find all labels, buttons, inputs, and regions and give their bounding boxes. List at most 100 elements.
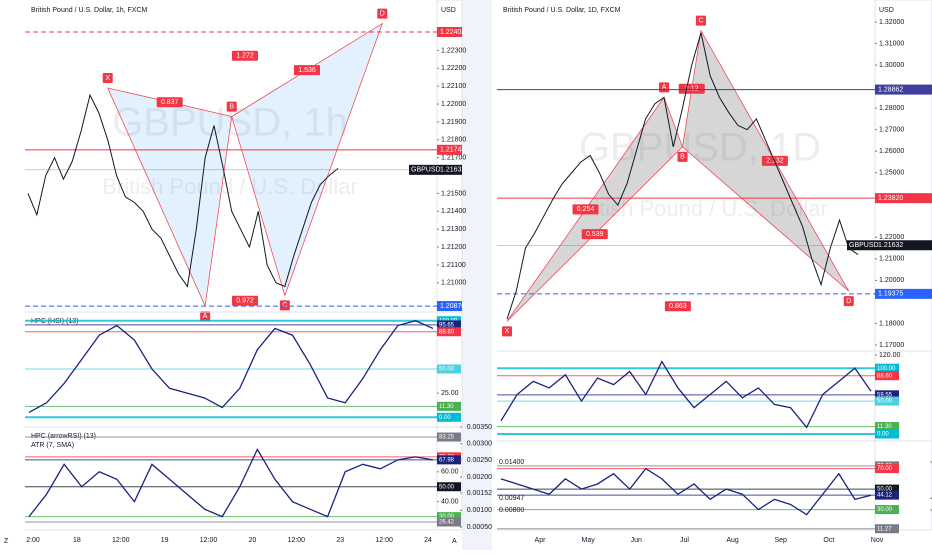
- pane-level-tag: [875, 396, 899, 406]
- ratio-tag: [664, 301, 691, 312]
- pane-level-label: 59.55: [877, 392, 893, 398]
- y2-tick-label: 0.00152: [467, 490, 492, 497]
- pane-level-tag: [875, 524, 899, 534]
- pane-level-tag: [437, 401, 461, 411]
- pattern-point-tag: [502, 326, 512, 337]
- pane-level-tag: [875, 363, 899, 373]
- pane-level-tag: [875, 505, 899, 515]
- pane-level-label: 50.00: [439, 367, 455, 373]
- y-tick-label: 1.26000: [879, 148, 904, 155]
- x-tick-label: Nov: [871, 537, 884, 544]
- axis-bg: [874, 0, 932, 531]
- y2-tick-label: 0.00800: [499, 507, 524, 514]
- pane-level-label: 11.27: [877, 526, 892, 532]
- x-tick-label: 20: [249, 537, 257, 544]
- y-tick-label: 1.32000: [879, 19, 904, 26]
- x-tick-label: 12:00: [375, 537, 393, 544]
- pattern-point-label: A: [203, 313, 208, 320]
- pane-level-tag: [437, 512, 461, 522]
- pane-level-tag: [875, 490, 899, 500]
- oscillator-line: [500, 467, 872, 516]
- pane-level-label: 30.00: [877, 507, 893, 513]
- pane-level-tag: [437, 327, 461, 337]
- x-tick-label: Jul: [680, 537, 689, 544]
- last-price: 1.21632: [440, 167, 465, 174]
- y2-tick-label: 0.01400: [499, 459, 524, 466]
- price-level-tag: [875, 193, 932, 204]
- pattern-point-label: B: [680, 154, 685, 161]
- ratio-tag: [294, 65, 320, 76]
- axis-bg: [436, 0, 463, 531]
- pattern-point-tag: [279, 300, 290, 311]
- price-line: [27, 93, 339, 288]
- y-tick-label: 1.21500: [441, 190, 466, 197]
- price-level-label: 1.28862: [878, 86, 903, 93]
- pane-level-label: 88.60: [877, 373, 893, 379]
- pane-tick-label: 60.00: [441, 469, 459, 476]
- pane-title: ATR (7, SMA): [31, 442, 74, 449]
- pane-level-label: 88.60: [439, 329, 455, 335]
- y-tick-label: 1.22300: [441, 47, 466, 54]
- pane-level-tag: [437, 320, 461, 330]
- ratio-label: 0.863: [669, 303, 687, 310]
- pattern-point-label: B: [229, 103, 234, 110]
- pattern-point-label: X: [505, 328, 510, 335]
- pane-level-label: 0.00: [439, 415, 451, 421]
- y-tick-label: 1.21800: [441, 137, 466, 144]
- pattern-point-tag: [102, 72, 113, 83]
- x-tick-label: Oct: [823, 537, 834, 544]
- oscillator-line: [500, 360, 872, 429]
- y-tick-label: 1.20000: [879, 277, 904, 284]
- y-tick-label: 1.28000: [879, 105, 904, 112]
- pane-level-tag: [875, 371, 899, 381]
- pane-level-tag: [437, 432, 461, 442]
- x-tick-label: 23: [336, 537, 344, 544]
- pane-level-tag: [437, 517, 461, 527]
- y2-tick-label: 0.00200: [467, 474, 492, 481]
- pattern-point-tag: [843, 296, 854, 307]
- x-tick-label: May: [582, 537, 596, 544]
- y2-tick-label: 0.00350: [467, 424, 492, 431]
- y-tick-label: 1.21000: [879, 256, 904, 263]
- pane-level-tag: [875, 422, 899, 432]
- y-tick-label: 1.21300: [441, 226, 466, 233]
- oscillator-line: [28, 447, 434, 518]
- y2-tick-label: 0.00947: [499, 495, 524, 502]
- footer-left: Z: [4, 538, 9, 545]
- y-tick-label: 1.25000: [879, 170, 904, 177]
- last-price-tag: [409, 164, 462, 175]
- y-tick-label: 1.22200: [441, 65, 466, 72]
- last-symbol: GBPUSD: [849, 242, 879, 249]
- price-level-label: 1.19375: [878, 291, 903, 298]
- ratio-label: 0.837: [161, 99, 179, 106]
- x-tick-label: 24: [424, 537, 432, 544]
- pane-level-label: 83.25: [439, 435, 455, 441]
- y-tick-label: 1.21400: [441, 208, 466, 215]
- price-level-label: 1.20870: [440, 303, 465, 310]
- currency: USD: [879, 7, 894, 14]
- y-tick-label: 1.21900: [441, 119, 466, 126]
- ratio-label: 0.972: [236, 298, 254, 305]
- x-tick-label: Aug: [726, 537, 739, 544]
- last-price: 1.21632: [878, 242, 903, 249]
- ratio-tag: [232, 50, 258, 61]
- pattern-point-tag: [695, 15, 706, 26]
- divider: [462, 0, 492, 550]
- pane-level-tag: [875, 484, 899, 494]
- price-level-tag: [437, 27, 462, 38]
- price-level-tag: [437, 144, 462, 155]
- pattern-point-label: C: [698, 17, 703, 24]
- pane-level-tag: [875, 390, 899, 400]
- watermark-name: British Pound / U.S. Dollar: [572, 196, 828, 221]
- ratio-label: 0.539: [586, 231, 604, 238]
- currency: USD: [441, 7, 456, 14]
- pattern-point-tag: [226, 101, 237, 112]
- pane-level-label: 67.98: [439, 457, 455, 463]
- y2-tick-label: 0.00100: [467, 507, 492, 514]
- y-tick-label: 1.22000: [879, 234, 904, 241]
- price-level-label: 1.23820: [878, 195, 903, 202]
- y-tick-label: 1.21000: [441, 280, 466, 287]
- pattern-point-label: X: [105, 75, 110, 82]
- ratio-label: 0.254: [577, 206, 595, 213]
